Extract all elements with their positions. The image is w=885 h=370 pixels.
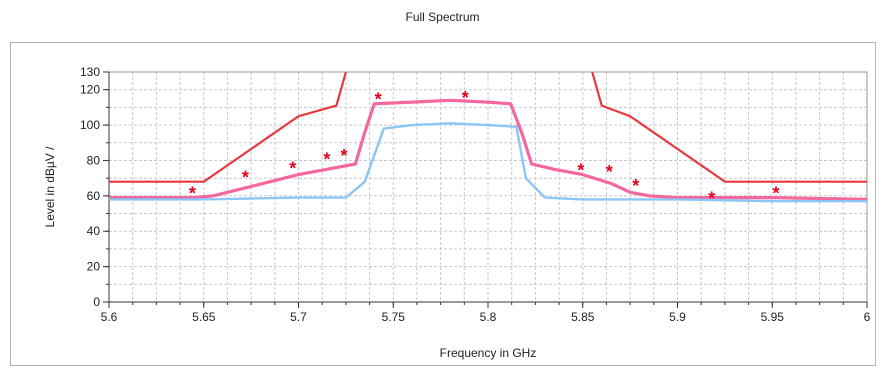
y-tick-label: 60 [87,189,101,203]
y-tick-label: 130 [80,65,100,79]
y-tick-label: 100 [80,118,100,132]
x-tick-label: 5.6 [101,310,118,324]
peak-marker: * [773,183,780,203]
y-tick-label: 0 [93,295,100,309]
peak-marker: * [242,167,249,187]
x-tick-label: 5.85 [571,310,595,324]
y-axis-label: Level in dBµV / [43,146,57,228]
x-tick-label: 5.95 [761,310,785,324]
y-tick-label: 120 [80,83,100,97]
y-tick-label: 40 [87,224,101,238]
peak-marker: * [708,189,715,209]
x-tick-label: 5.65 [192,310,216,324]
x-tick-label: 5.9 [669,310,686,324]
x-tick-label: 5.7 [290,310,307,324]
grid [108,72,868,303]
x-tick-label: 6 [864,310,871,324]
peak-marker: * [289,159,296,179]
y-tick-label: 20 [87,260,101,274]
chart-frame: 5.6 5.65 5.7 5.75 5.8 5.85 5.9 5.95 6 0 20 40 60 80 10… [10,42,876,366]
peak-marker: * [340,146,347,166]
peak-marker: * [462,88,469,108]
x-tick-label: 5.8 [480,310,497,324]
peak-marker: * [189,183,196,203]
y-tick-label: 80 [87,153,101,167]
chart-title: Full Spectrum [405,10,480,24]
x-axis-label: Frequency in GHz [440,346,537,360]
spectrum-chart: 5.6 5.65 5.7 5.75 5.8 5.85 5.9 5.95 602040608010… [43,65,871,360]
peak-marker: * [577,160,584,180]
peak-marker: * [375,90,382,110]
peak-marker: * [323,150,330,170]
limit-line-segment [109,72,347,183]
limit-line-segment [591,72,867,183]
peak-trace-line [109,98,867,201]
x-tick-label: 5.75 [382,310,406,324]
peak-marker: * [606,162,613,182]
peak-marker: * [632,176,639,196]
average-trace-line [109,122,867,203]
